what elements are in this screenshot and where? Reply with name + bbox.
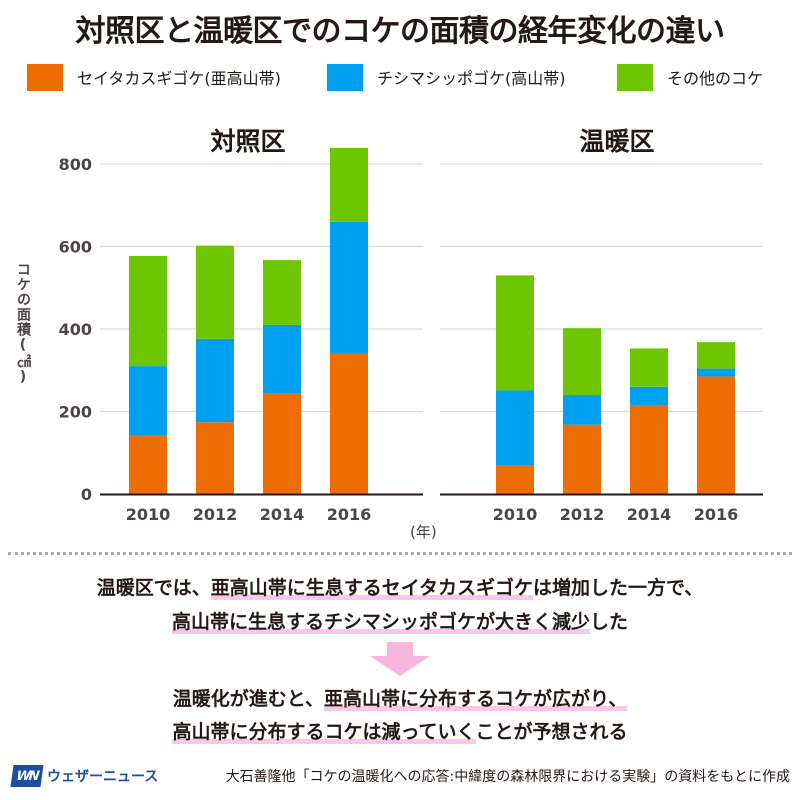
x-axis-unit: (年) [410, 523, 437, 541]
bar-segment-2016-blue [330, 221, 368, 353]
x-tick-label: 2010 [126, 505, 171, 524]
bar-segment-2010-orange [129, 435, 167, 494]
bar-segment-2014-orange [630, 405, 668, 494]
chart-title: 対照区と温暖区でのコケの面積の経年変化の違い [75, 14, 726, 49]
bar-segment-2010-green [129, 255, 167, 367]
chart-panel-0: 対照区 0 200 400 600 800 2010 2012 2014 2016 [59, 127, 423, 524]
bar-segment-2012-blue [563, 395, 601, 425]
summary-line-1: 温暖区では、亜高山帯に生息するセイタカスギゴケは増加した一方で、 [0, 573, 800, 600]
summary-line-4-post: ことが予想される [475, 721, 628, 743]
x-tick-label: 2016 [327, 505, 372, 524]
weathernews-logo: WN ウェザーニュース [10, 765, 159, 787]
logo-text: ウェザーニュース [47, 769, 159, 785]
summary-line-1-pre: 温暖区では、 [96, 577, 211, 599]
summary-line-1-highlight: 亜高山帯に生息するセイタカスギゴケ [210, 577, 533, 600]
stacked-bar-charts: 対照区 0 200 400 600 800 2010 2012 2014 2016 温暖区 2010 2… [59, 127, 763, 524]
legend-swatch-blue [327, 63, 363, 91]
y-axis-label: コケの面積(㎠) [15, 262, 31, 386]
summary-line-2: 高山帯に生息するチシマシッポゴケが大きく減少した [0, 607, 800, 634]
bar-segment-2012-green [196, 245, 234, 339]
down-arrow-icon [370, 642, 430, 676]
summary-line-2-post: した [590, 611, 629, 633]
y-tick-label: 200 [59, 403, 92, 422]
y-tick-label: 0 [81, 485, 92, 504]
bar-segment-2014-orange [263, 393, 301, 494]
y-tick-label: 800 [59, 155, 92, 174]
bar-segment-2016-blue [697, 368, 735, 377]
bar-segment-2012-orange [196, 422, 234, 494]
legend-label: セイタカスギゴケ(亜高山帯) [77, 69, 281, 88]
y-tick-label: 400 [59, 320, 92, 339]
bar-segment-2010-blue [496, 390, 534, 466]
legend-label: その他のコケ [667, 69, 764, 88]
summary-line-1-post: は増加した一方で、 [533, 577, 704, 599]
legend-item-seitakasugigoke: セイタカスギゴケ(亜高山帯) [27, 62, 281, 92]
legend-label: チシマシッポゴケ(高山帯) [377, 69, 566, 88]
bar-segment-2010-orange [496, 465, 534, 494]
summary-line-4-highlight: 高山帯に分布するコケは減っていく [172, 721, 476, 744]
bar-segment-2016-orange [330, 352, 368, 494]
chart-panel-1: 温暖区 2010 2012 2014 2016 [440, 127, 763, 524]
summary-line-3-pre: 温暖化が進むと、 [172, 688, 324, 710]
bar-segment-2010-blue [129, 366, 167, 436]
x-tick-label: 2014 [260, 505, 305, 524]
summary-line-3-highlight: 亜高山帯に分布するコケが広がり、 [324, 688, 628, 711]
bar-segment-2012-orange [563, 424, 601, 494]
bar-segment-2010-green [496, 275, 534, 391]
bar-segment-2016-green [330, 147, 368, 222]
bar-segment-2014-blue [263, 324, 301, 394]
bar-segment-2014-green [263, 260, 301, 325]
x-tick-label: 2014 [627, 505, 672, 524]
x-tick-label: 2010 [493, 505, 538, 524]
x-tick-label: 2016 [694, 505, 739, 524]
panel-title: 対照区 [210, 127, 285, 156]
bar-segment-2012-blue [196, 338, 234, 423]
legend-item-chishimashippogoke: チシマシッポゴケ(高山帯) [327, 62, 566, 92]
bar-segment-2014-green [630, 348, 668, 387]
bar-segment-2014-blue [630, 386, 668, 406]
y-tick-label: 600 [59, 238, 92, 257]
legend-swatch-green [617, 63, 653, 91]
legend-swatch-orange [27, 63, 63, 91]
summary-line-2-highlight: 高山帯に生息するチシマシッポゴケが大きく減少 [171, 611, 590, 634]
wn-logo-mark: WN [10, 765, 44, 787]
summary-line-4: 高山帯に分布するコケは減っていくことが予想される [0, 717, 800, 744]
dotted-divider [8, 552, 792, 555]
bar-segment-2016-orange [697, 376, 735, 494]
source-credit: 大石善隆他「コケの温暖化への応答:中緯度の森林限界における実験」の資料をもとに作… [225, 769, 790, 785]
bar-segment-2012-green [563, 328, 601, 395]
legend-item-other-moss: その他のコケ [617, 62, 763, 92]
bar-segment-2016-green [697, 342, 735, 369]
x-tick-label: 2012 [193, 505, 238, 524]
x-tick-label: 2012 [560, 505, 605, 524]
panel-title: 温暖区 [579, 127, 654, 156]
summary-line-3: 温暖化が進むと、亜高山帯に分布するコケが広がり、 [0, 684, 800, 711]
legend: セイタカスギゴケ(亜高山帯) チシマシッポゴケ(高山帯) その他のコケ [0, 62, 800, 92]
